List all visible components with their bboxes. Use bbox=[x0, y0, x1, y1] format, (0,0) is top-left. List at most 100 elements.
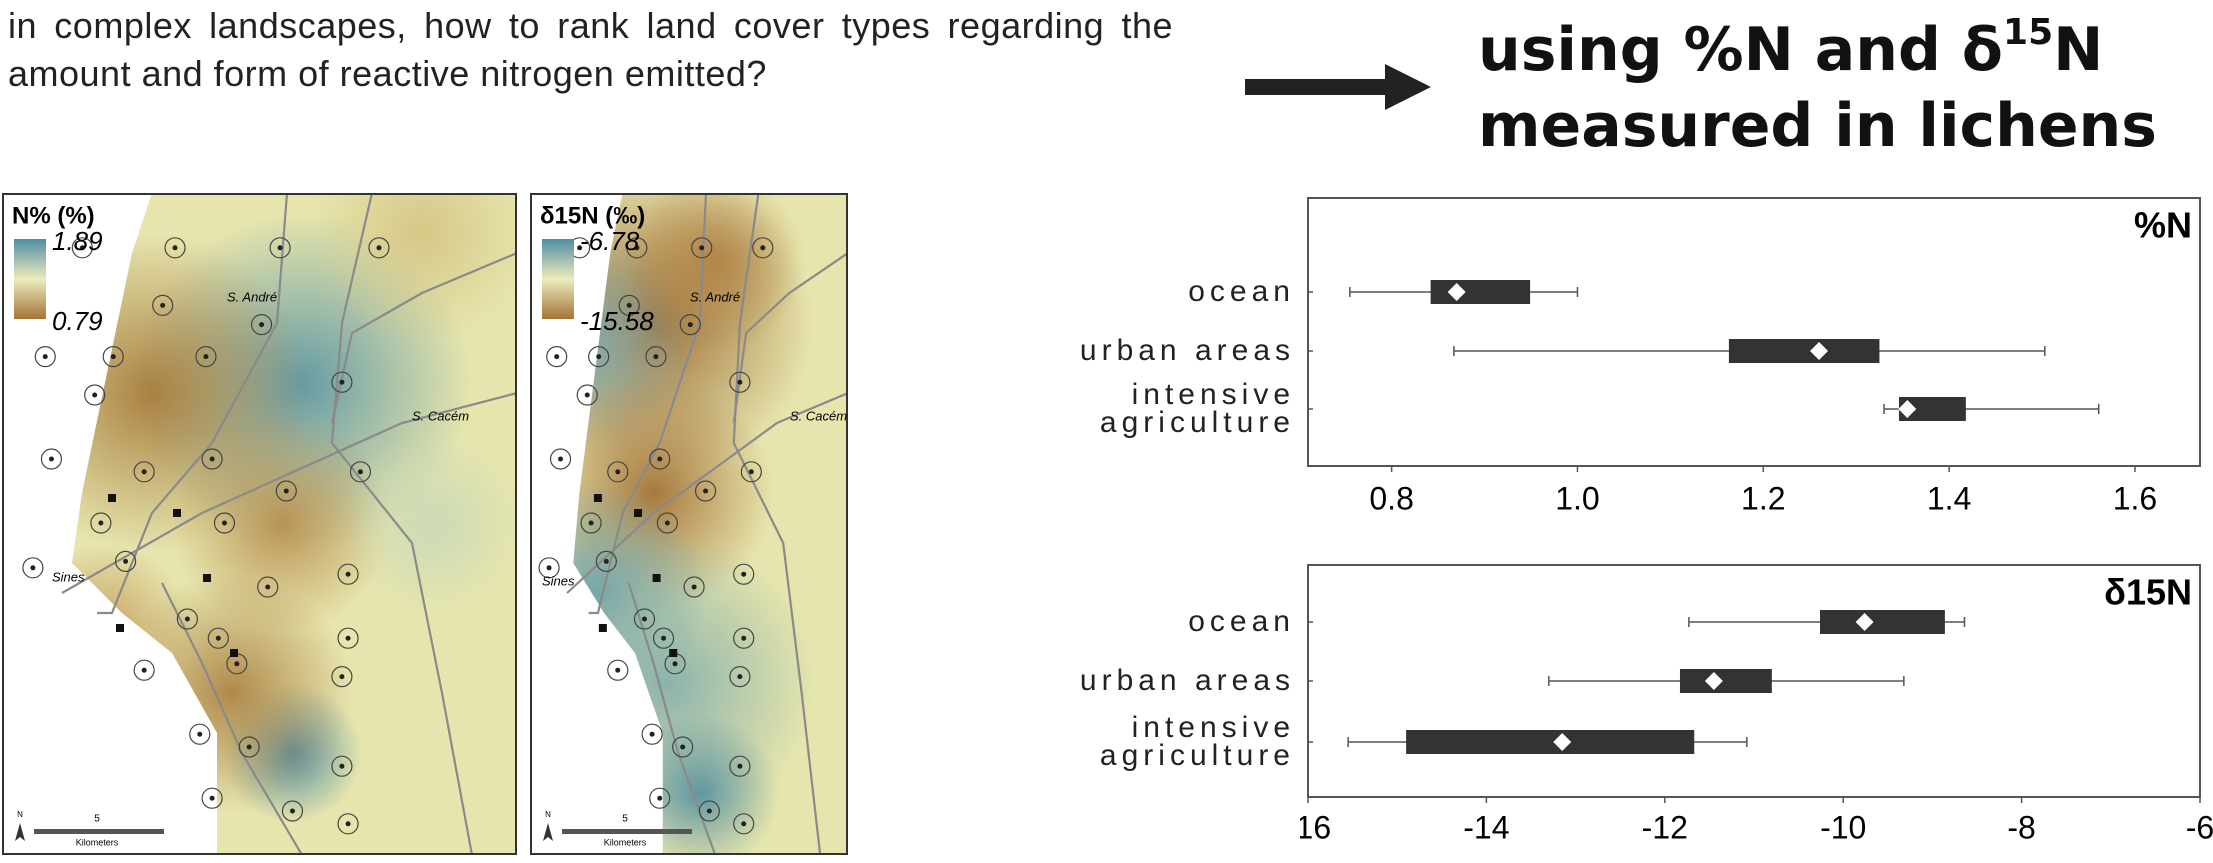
x-tick-label: 1.2 bbox=[1741, 480, 1785, 516]
site-dot bbox=[141, 667, 147, 673]
legend-max: -6.78 bbox=[580, 226, 640, 256]
mean-marker bbox=[1447, 283, 1466, 301]
site-ring bbox=[337, 813, 359, 835]
heading-text: measured in lichens bbox=[1478, 91, 2157, 161]
x-tick-label: -6 bbox=[2186, 809, 2213, 845]
scale-unit: Kilometers bbox=[604, 837, 647, 847]
category-label: ocean bbox=[1188, 605, 1295, 638]
site-ring bbox=[633, 608, 656, 630]
site-ring bbox=[349, 461, 372, 483]
site-dot bbox=[596, 354, 602, 360]
site-dot bbox=[546, 565, 552, 571]
site-ring bbox=[576, 384, 598, 406]
site-dot bbox=[141, 469, 147, 475]
category-label: intensive agriculture bbox=[1099, 711, 1295, 772]
site-dot bbox=[577, 245, 583, 251]
site-ring bbox=[733, 813, 755, 835]
map-frame bbox=[2, 193, 517, 855]
site-ring bbox=[275, 480, 297, 502]
heading: using %N and δ15N measured in lichens bbox=[1478, 12, 2157, 164]
x-tick-label: -8 bbox=[2007, 809, 2035, 845]
site-dot bbox=[234, 661, 240, 667]
north-label: N bbox=[17, 810, 23, 819]
site-ring bbox=[114, 550, 137, 572]
site-ring bbox=[34, 346, 56, 368]
site-ring bbox=[691, 237, 713, 259]
heading-text: N bbox=[2053, 15, 2104, 85]
site-ring bbox=[331, 666, 353, 688]
site-dot bbox=[657, 456, 663, 462]
road bbox=[330, 193, 474, 855]
place-label: S. André bbox=[690, 289, 740, 304]
site-dot bbox=[748, 469, 754, 475]
site-ring bbox=[269, 237, 291, 259]
scale-bar bbox=[34, 829, 164, 834]
site-ring bbox=[133, 659, 155, 681]
site-dot bbox=[634, 245, 640, 251]
road bbox=[732, 252, 848, 424]
site-dot bbox=[584, 392, 590, 398]
site-dot bbox=[98, 520, 104, 526]
box bbox=[1430, 280, 1531, 304]
road bbox=[161, 582, 303, 855]
site-ring bbox=[201, 448, 223, 470]
site-ring bbox=[645, 346, 667, 368]
north-arrow bbox=[543, 823, 553, 841]
map-frame bbox=[530, 193, 848, 855]
site-ring bbox=[607, 659, 629, 681]
site-ring bbox=[649, 448, 671, 470]
site-ring bbox=[656, 512, 678, 534]
site-ring bbox=[729, 666, 751, 688]
site-ring bbox=[22, 557, 44, 579]
site-dot bbox=[653, 354, 659, 360]
site-dot bbox=[283, 488, 289, 494]
site-ring bbox=[102, 346, 124, 368]
site-square bbox=[108, 494, 116, 502]
place-label: S. Cacém bbox=[790, 408, 847, 423]
scale-value: 5 bbox=[622, 814, 628, 825]
site-ring bbox=[207, 627, 229, 649]
ocean bbox=[530, 193, 663, 855]
site-ring bbox=[733, 563, 755, 585]
site-dot bbox=[357, 469, 363, 475]
site-dot bbox=[741, 635, 747, 641]
site-dot bbox=[184, 616, 190, 622]
question: in complex landscapes, how to rank land … bbox=[8, 5, 1173, 94]
site-ring bbox=[337, 627, 359, 649]
map-shade bbox=[342, 433, 517, 613]
road bbox=[330, 251, 517, 424]
x-tick-label: -10 bbox=[1820, 809, 1866, 845]
site-dot bbox=[737, 674, 743, 680]
map-shade bbox=[625, 193, 806, 353]
site-ring bbox=[257, 576, 279, 598]
site-ring bbox=[652, 627, 675, 649]
north-arrow bbox=[15, 823, 25, 841]
site-square bbox=[598, 624, 607, 632]
site-dot bbox=[172, 245, 178, 251]
map-title: δ15N (‰) bbox=[540, 202, 645, 229]
x-tick-label: 1.6 bbox=[2113, 480, 2157, 516]
site-ring bbox=[189, 723, 211, 745]
site-dot bbox=[615, 469, 621, 475]
site-dot bbox=[345, 571, 351, 577]
site-ring bbox=[250, 314, 273, 336]
legend-bar bbox=[14, 239, 46, 319]
map: δ15N (‰)-6.78 -15.58 S. André S. Cacém Sines… bbox=[530, 193, 848, 855]
site-dot bbox=[687, 322, 693, 328]
site-square bbox=[634, 509, 643, 517]
legend-min: -15.58 bbox=[580, 306, 654, 336]
legend-max: 1.89 bbox=[52, 226, 103, 256]
site-dot bbox=[615, 667, 621, 673]
site-ring bbox=[368, 237, 390, 259]
site-ring bbox=[740, 461, 762, 483]
chart: %N 0.8 1.0 1.2 1.4 1.6 bbox=[1307, 197, 2201, 516]
site-ring bbox=[331, 371, 353, 393]
site-dot bbox=[672, 661, 678, 667]
site-ring bbox=[729, 371, 751, 393]
box bbox=[1820, 610, 1945, 634]
site-dot bbox=[737, 763, 743, 769]
site-square bbox=[669, 649, 678, 657]
arrow-shape bbox=[1245, 64, 1431, 110]
site-dot bbox=[339, 379, 345, 385]
site-ring bbox=[683, 576, 705, 598]
